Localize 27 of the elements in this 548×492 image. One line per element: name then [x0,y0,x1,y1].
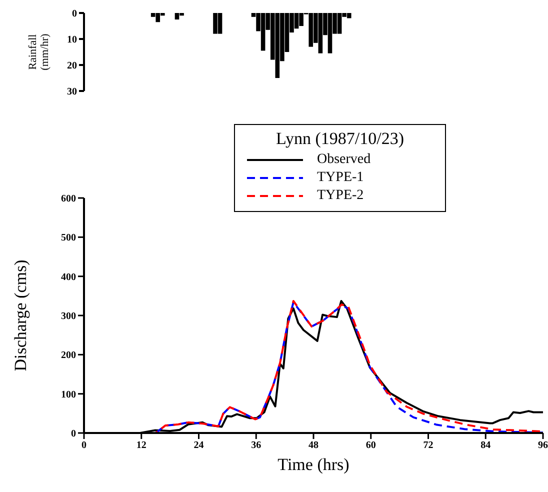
y-tick-label: 0 [72,8,77,20]
y-tick-label: 100 [61,389,76,400]
x-tick-label: 48 [308,440,318,452]
x-tick-label: 0 [82,440,86,452]
x-axis-title: Time (hrs) [278,455,350,474]
y-tick-label: 0 [71,428,76,440]
y-tick-label: 500 [61,232,76,244]
x-tick-label: 12 [136,440,146,452]
y-tick-label: 10 [67,34,77,46]
x-tick-label: 96 [538,440,548,452]
y-tick-label: 300 [61,311,76,322]
x-tick-label: 36 [251,440,262,452]
y-axis-title: Discharge (cms) [11,260,30,372]
x-tick-label: 84 [480,440,491,452]
x-tick-label: 72 [423,440,434,452]
legend-title: Lynn (1987/10/23) [275,129,405,149]
legend-label: TYPE-2 [317,187,364,205]
y-tick-label: 400 [61,272,76,283]
y-tick-label: 200 [61,350,76,362]
y-axis-title: Rainfall (mm/hr) [26,33,52,70]
y-tick-label: 20 [67,60,77,72]
x-tick-label: 60 [366,440,376,452]
legend-label: Observed [317,151,371,169]
y-tick-label: 600 [61,194,76,205]
x-tick-label: 24 [194,440,204,452]
legend-label: TYPE-1 [317,169,364,187]
y-tick-label: 30 [67,86,77,98]
